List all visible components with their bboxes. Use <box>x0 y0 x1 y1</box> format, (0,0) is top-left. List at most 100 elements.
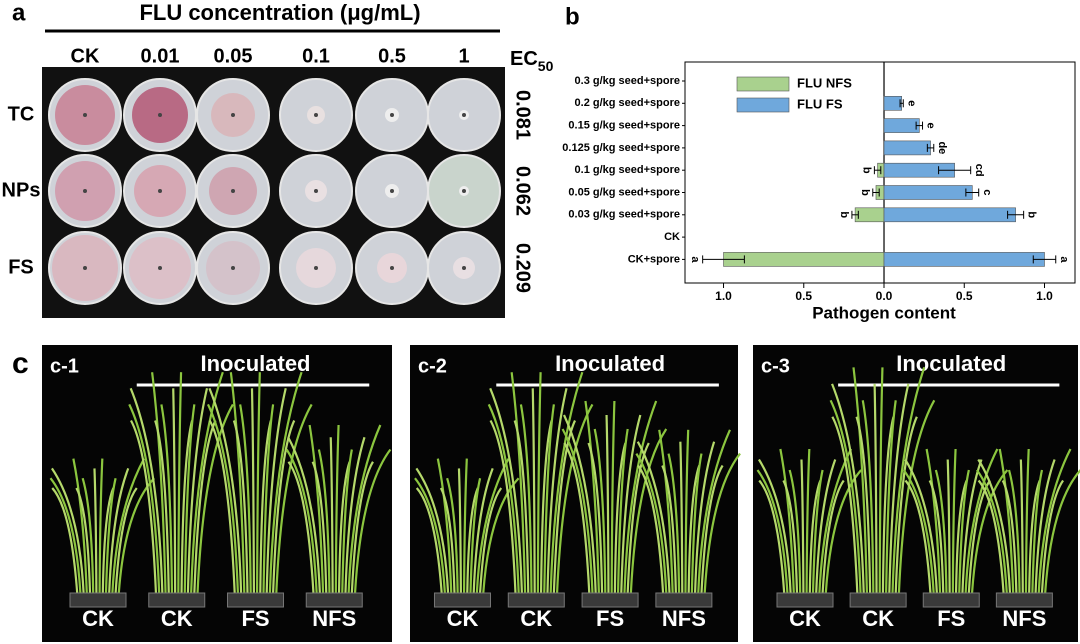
leaf <box>852 367 869 594</box>
leaf <box>593 428 607 594</box>
significance-letter: b <box>838 211 850 218</box>
leaf <box>108 468 130 594</box>
leaf <box>697 429 731 594</box>
significance-letter: b <box>860 167 872 174</box>
bar <box>883 207 1016 223</box>
leaf <box>206 403 239 594</box>
leaf <box>98 458 104 594</box>
leaf <box>311 461 328 594</box>
leaf <box>81 477 95 594</box>
leaf <box>881 416 895 594</box>
plant-label: NFS <box>1002 606 1046 631</box>
leaf <box>489 419 517 594</box>
x-axis-title: Pathogen content <box>812 303 956 322</box>
legend-swatch <box>736 76 790 92</box>
bar <box>723 252 885 267</box>
plant-label: CK <box>82 606 114 631</box>
leaf <box>757 458 792 594</box>
leaf <box>687 465 701 594</box>
bar <box>854 207 885 223</box>
category-label: CK <box>664 231 680 243</box>
plant-label: NFS <box>312 606 356 631</box>
leaf <box>272 420 296 594</box>
leaf <box>946 459 951 594</box>
leaf <box>519 404 533 594</box>
row-label: TC <box>8 103 35 125</box>
colony-center <box>158 189 162 193</box>
plant-label: CK <box>789 606 821 631</box>
row-label: FS <box>8 256 34 278</box>
leaf <box>703 452 741 594</box>
leaf <box>510 372 527 594</box>
leaf <box>462 458 468 594</box>
leaf <box>661 465 677 594</box>
leaf <box>347 424 382 594</box>
leaf <box>268 371 303 594</box>
leaf <box>285 448 318 594</box>
photo-header: Inoculated <box>555 351 665 376</box>
plant-label: CK <box>862 606 894 631</box>
leaf <box>684 429 690 594</box>
colony-center <box>231 189 235 193</box>
leaf <box>1034 459 1056 594</box>
pot <box>776 592 834 608</box>
plant-label: CK <box>447 606 479 631</box>
leaf <box>151 372 167 594</box>
leaf <box>1007 469 1021 594</box>
plant-label: FS <box>937 606 965 631</box>
leaf <box>800 459 805 594</box>
significance-letter: b <box>859 189 871 196</box>
photo-header: Inoculated <box>200 351 310 376</box>
plot-frame <box>684 61 1076 284</box>
colony-center <box>314 113 318 117</box>
leaf <box>964 448 999 594</box>
leaf <box>259 420 272 594</box>
leaf <box>561 428 594 594</box>
photo-label: c-2 <box>418 355 447 377</box>
colony-center <box>231 113 235 117</box>
leaf <box>831 416 859 594</box>
leaf <box>563 442 591 594</box>
leaf <box>788 469 802 594</box>
colony-center <box>462 189 466 193</box>
leaf <box>334 424 340 594</box>
leaf <box>616 428 629 594</box>
x-tick-label: 0.5 <box>956 289 973 303</box>
pot <box>922 592 980 608</box>
leaf <box>623 400 658 594</box>
leaf <box>977 479 1005 594</box>
category-label: 0.2 g/kg seed+spore <box>575 97 680 109</box>
colony-center <box>390 266 394 270</box>
leaf <box>667 453 681 594</box>
leaf <box>549 371 584 594</box>
leaf <box>758 479 786 594</box>
leaf <box>961 459 983 594</box>
legend-swatch <box>736 97 790 113</box>
leaf <box>475 458 510 594</box>
bar <box>883 252 1045 267</box>
leaf <box>111 458 146 594</box>
leaf <box>287 436 321 594</box>
leaf <box>693 441 716 594</box>
leaf <box>815 459 837 594</box>
leaf <box>129 387 164 594</box>
leaf <box>584 400 600 594</box>
leaf <box>186 388 209 594</box>
leaf <box>513 420 530 594</box>
plant-label: FS <box>241 606 269 631</box>
ec50-value: 0.081 <box>512 90 534 140</box>
leaf <box>1028 480 1041 594</box>
leaf <box>72 458 88 594</box>
bar <box>883 140 931 156</box>
panel-label: b <box>565 3 580 30</box>
leaf <box>180 420 194 594</box>
ec50-text: EC <box>510 48 538 70</box>
leaf <box>637 464 665 594</box>
leaf <box>690 453 703 594</box>
leaf <box>49 477 82 594</box>
leaf <box>934 469 948 594</box>
category-label: 0.15 g/kg seed+spore <box>568 120 680 132</box>
leaf <box>439 487 456 594</box>
leaf <box>891 367 926 594</box>
